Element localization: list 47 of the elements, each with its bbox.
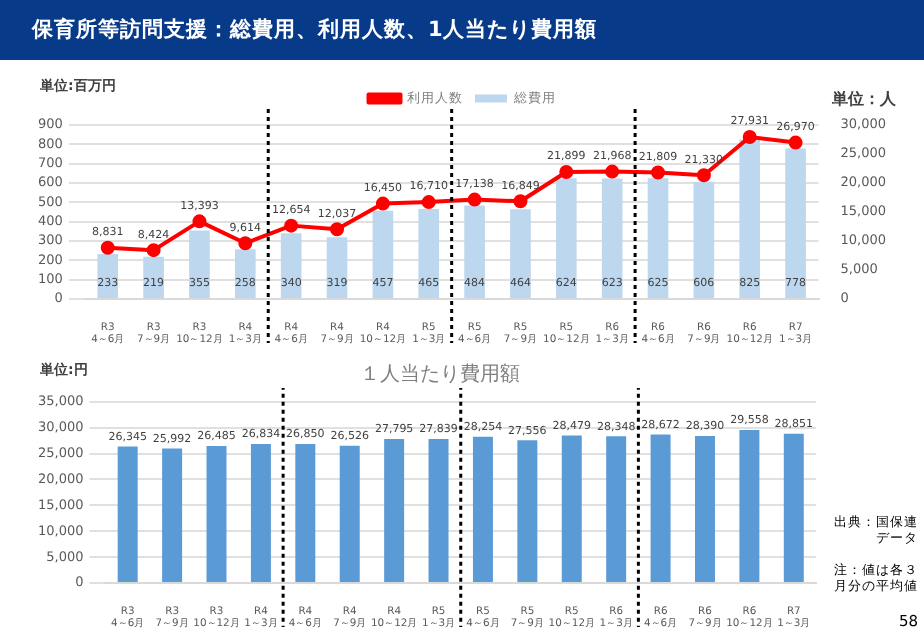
point bbox=[375, 196, 390, 211]
point bbox=[788, 135, 803, 150]
bar bbox=[739, 139, 761, 299]
bar bbox=[694, 436, 715, 583]
point bbox=[467, 192, 482, 207]
bar bbox=[339, 445, 360, 583]
bar bbox=[647, 178, 669, 299]
bar bbox=[206, 445, 227, 583]
bar bbox=[739, 429, 760, 583]
bar bbox=[561, 435, 582, 583]
point bbox=[605, 164, 620, 179]
point bbox=[330, 222, 345, 237]
point bbox=[284, 218, 299, 233]
point bbox=[651, 165, 666, 180]
bar bbox=[372, 210, 394, 299]
bar bbox=[384, 439, 405, 583]
point bbox=[238, 236, 253, 251]
bar bbox=[472, 436, 493, 583]
bar bbox=[785, 148, 806, 299]
point bbox=[742, 130, 757, 144]
chart-title: １人当たり費用額 bbox=[360, 361, 520, 388]
bar bbox=[189, 230, 210, 299]
bar bbox=[295, 444, 316, 583]
point bbox=[192, 214, 207, 229]
point bbox=[100, 240, 115, 255]
bar bbox=[428, 438, 449, 583]
bar bbox=[162, 448, 183, 583]
bar bbox=[693, 181, 715, 299]
bar bbox=[606, 436, 627, 583]
bar bbox=[250, 444, 271, 583]
bar bbox=[650, 434, 671, 583]
point bbox=[146, 243, 161, 258]
point bbox=[421, 195, 436, 210]
point bbox=[696, 168, 711, 183]
bar bbox=[117, 446, 138, 583]
bar bbox=[783, 433, 804, 583]
bar bbox=[601, 178, 623, 299]
bar bbox=[517, 440, 538, 583]
y2-axis-title: 単位：人 bbox=[832, 88, 896, 110]
bar bbox=[234, 249, 256, 299]
bar bbox=[510, 209, 531, 299]
bar bbox=[418, 209, 440, 299]
point bbox=[559, 165, 574, 179]
bar bbox=[464, 205, 485, 299]
point bbox=[513, 194, 528, 209]
chart-title: 保育所等訪問支援：総費用、利用人数、1人当たり費用額 bbox=[32, 16, 597, 44]
bar bbox=[555, 178, 577, 299]
